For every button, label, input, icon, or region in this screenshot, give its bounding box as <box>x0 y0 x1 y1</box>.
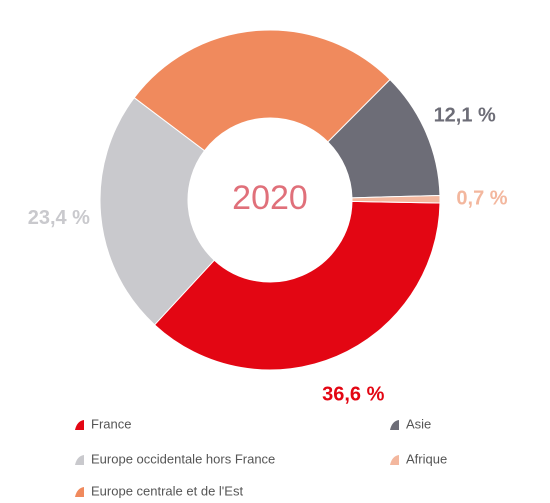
legend-label: Asie <box>406 416 431 431</box>
legend-swatch <box>75 487 84 497</box>
donut-slice <box>351 194 441 204</box>
center-label: 2020 <box>232 179 308 217</box>
value-label: 12,1 % <box>434 104 496 126</box>
value-label: 23,4 % <box>28 207 90 229</box>
legend-label: Afrique <box>406 451 447 466</box>
legend-swatch <box>390 420 399 430</box>
legend-label: Europe centrale et de l'Est <box>91 483 243 498</box>
value-label: 0,7 % <box>456 187 507 209</box>
legend-label: Europe occidentale hors France <box>91 451 275 466</box>
legend-label: France <box>91 416 131 431</box>
legend-swatch <box>390 455 399 465</box>
donut-slice <box>99 96 216 326</box>
legend-swatch <box>75 455 84 465</box>
donut-slice <box>133 29 391 152</box>
legend-swatch <box>75 420 84 430</box>
donut-slice <box>153 200 441 371</box>
value-label: 36,6 % <box>322 383 384 405</box>
